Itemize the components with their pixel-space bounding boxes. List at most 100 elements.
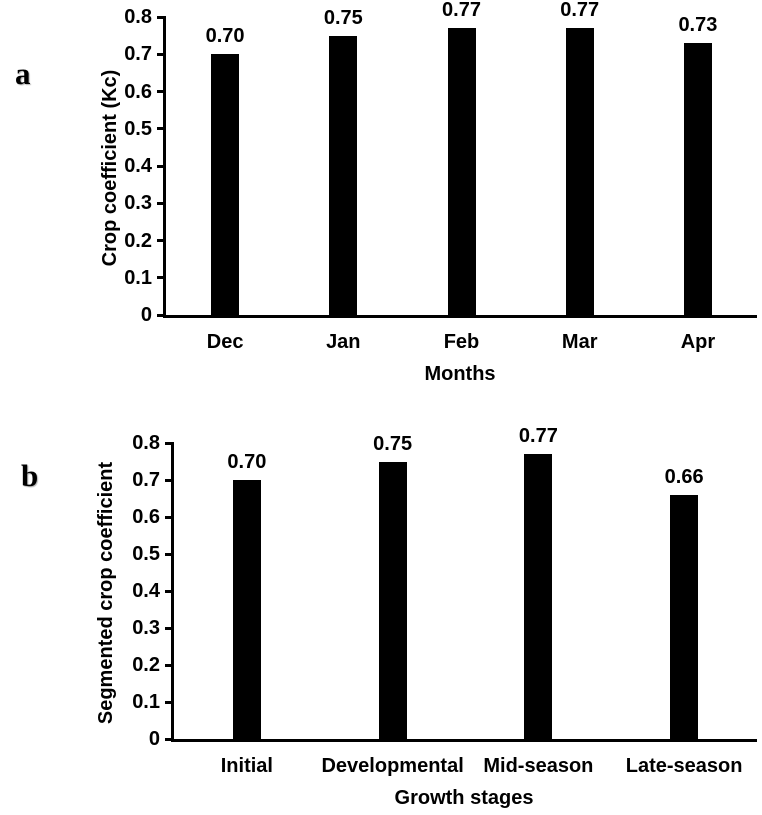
y-tick-mark	[165, 478, 174, 482]
y-axis-tick: 0.7	[124, 44, 166, 64]
y-tick-mark	[165, 552, 174, 556]
x-category-label: Dec	[206, 331, 244, 353]
y-tick-label: 0.1	[132, 691, 160, 713]
plot-area: 0.8 0.7 0.6 0.5 0.4 0.3 0.2 0.1 0 0.70 Initial 0.7…	[132, 425, 757, 777]
y-tick-label: 0.2	[132, 654, 160, 676]
plot-area: 0.8 0.7 0.6 0.5 0.4 0.3 0.2 0.1 0 0.70 Dec 0.75 Jan…	[124, 0, 757, 352]
y-axis-title: Segmented crop coefficient	[95, 461, 117, 725]
y-axis-tick: 0.7	[132, 470, 174, 490]
bar	[683, 43, 712, 315]
x-axis-title: Months	[424, 363, 496, 385]
bar-slot: 0.77 Feb	[402, 0, 520, 352]
bar-value-label: 0.75	[373, 432, 413, 455]
y-axis-tick: 0.1	[124, 268, 166, 288]
y-tick-label: 0.4	[132, 580, 160, 602]
y-tick-label: 0.3	[132, 617, 160, 639]
y-axis-title: Crop coefficient (Kc)	[99, 69, 121, 267]
x-category-label: Initial	[220, 755, 273, 777]
y-axis-ticks: 0.8 0.7 0.6 0.5 0.4 0.3 0.2 0.1 0	[124, 7, 757, 325]
y-tick-label: 0.3	[124, 192, 152, 215]
bar	[378, 461, 407, 739]
y-tick-label: 0.6	[124, 80, 152, 103]
y-tick-mark	[165, 515, 174, 519]
bar-value-label: 0.77	[442, 0, 481, 22]
bar	[565, 28, 594, 315]
y-tick-label: 0.8	[124, 6, 152, 28]
y-tick-mark	[165, 626, 174, 630]
y-axis-tick: 0.4	[124, 156, 166, 176]
y-tick-label: 0.5	[124, 117, 152, 140]
x-category-label: Late-season	[625, 755, 743, 777]
bar	[232, 480, 261, 739]
bars-container: 0.70 Dec 0.75 Jan 0.77 Feb 0.77 Mar 0.73 Apr	[166, 0, 757, 352]
y-tick-label: 0.4	[124, 155, 152, 177]
y-axis-tick: 0.3	[124, 193, 166, 213]
y-tick-mark	[165, 589, 174, 593]
y-axis-ticks: 0.8 0.7 0.6 0.5 0.4 0.3 0.2 0.1 0	[132, 433, 757, 749]
y-tick-mark	[157, 239, 166, 242]
y-tick-label: 0.2	[124, 229, 152, 252]
bar-value-label: 0.77	[560, 0, 600, 22]
panel-label-b: b	[21, 458, 39, 493]
bar	[670, 494, 699, 739]
bar	[211, 54, 240, 315]
y-tick-label: 0.7	[124, 43, 152, 66]
y-axis-tick: 0	[149, 729, 174, 749]
bar-slot: 0.75 Developmental	[320, 433, 466, 777]
y-tick-label: 0.6	[132, 506, 160, 528]
y-axis-tick: 0	[141, 305, 166, 325]
y-axis-tick: 0.2	[124, 231, 166, 251]
y-tick-label: 0.7	[132, 469, 160, 491]
y-axis-tick: 0.6	[132, 507, 174, 527]
x-category-label: Jan	[326, 331, 361, 353]
y-tick-mark	[157, 127, 166, 131]
y-tick-mark	[157, 90, 166, 93]
y-axis-tick: 0.1	[132, 692, 174, 712]
y-tick-label: 0	[148, 728, 160, 750]
y-tick-label: 0	[140, 304, 152, 326]
bar-slot: 0.77 Mar	[521, 0, 639, 352]
y-tick-mark	[157, 52, 166, 56]
y-axis-tick: 0.5	[124, 119, 166, 139]
y-tick-label: 0.1	[124, 266, 152, 289]
y-tick-mark	[157, 276, 166, 280]
y-axis-tick: 0.2	[132, 655, 174, 675]
y-tick-mark	[165, 737, 174, 741]
y-axis-tick: 0.5	[132, 544, 174, 564]
bar-value-label: 0.70	[227, 451, 267, 473]
bar	[524, 454, 553, 739]
bar-value-label: 0.66	[664, 465, 704, 488]
bar-slot: 0.73 Apr	[639, 14, 757, 352]
bar-value-label: 0.75	[323, 6, 363, 29]
y-axis-tick: 0.8	[132, 433, 174, 453]
bar	[447, 28, 476, 315]
y-tick-mark	[165, 441, 174, 445]
x-category-label: Mar	[561, 331, 598, 353]
bar	[329, 35, 358, 315]
bar-value-label: 0.70	[205, 25, 245, 48]
bar-slot: 0.77 Mid-season	[466, 425, 612, 776]
x-category-label: Developmental	[321, 755, 464, 777]
bar-slot: 0.66 Late-season	[611, 443, 757, 776]
bar-value-label: 0.73	[678, 14, 718, 37]
y-axis-tick: 0.3	[132, 618, 174, 638]
y-axis-tick: 0.6	[124, 82, 166, 102]
bar-slot: 0.70 Dec	[166, 17, 284, 352]
chart-b-growth-stage-crop-coefficient: b Segmented crop coefficient 0.8 0.7 0.6 0.…	[0, 400, 762, 815]
y-tick-mark	[165, 700, 174, 704]
y-tick-mark	[157, 164, 166, 168]
y-tick-mark	[165, 663, 174, 667]
bar-slot: 0.75 Jan	[284, 7, 402, 352]
y-tick-label: 0.5	[132, 543, 160, 565]
bar-slot: 0.70 Initial	[174, 443, 320, 776]
x-category-label: Feb	[443, 331, 480, 353]
y-axis-tick: 0.8	[124, 7, 166, 27]
chart-a-monthly-crop-coefficient: a Crop coefficient (Kc) 0.8 0.7 0.6 0.5 0.4 0…	[0, 0, 762, 400]
x-axis-title: Growth stages	[394, 787, 534, 809]
bar-value-label: 0.77	[518, 425, 558, 448]
y-tick-label: 0.8	[132, 432, 160, 454]
panel-label-a: a	[15, 56, 31, 91]
y-tick-mark	[157, 313, 166, 317]
y-tick-mark	[157, 15, 166, 19]
